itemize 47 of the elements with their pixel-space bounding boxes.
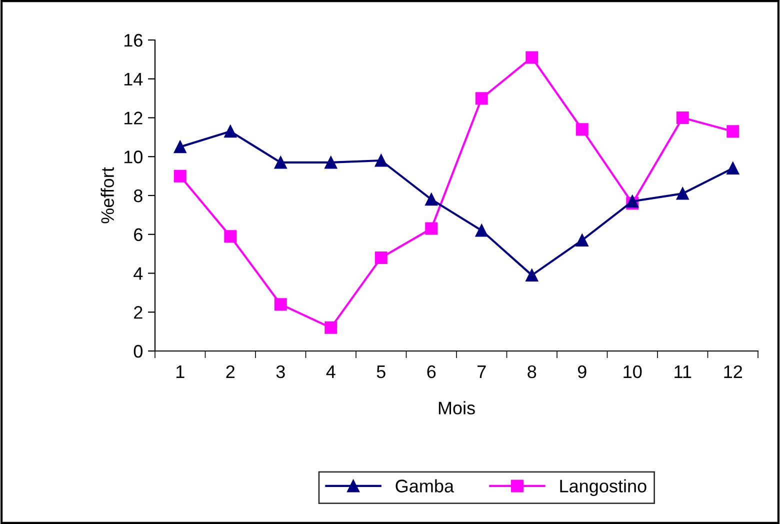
y-tick-label: 0 xyxy=(134,344,142,358)
x-tick-label: 5 xyxy=(376,366,386,378)
point xyxy=(576,234,588,246)
point xyxy=(676,187,689,200)
point xyxy=(726,125,740,138)
point xyxy=(174,170,186,182)
point xyxy=(726,162,740,175)
legend-label: Langostino xyxy=(560,479,646,496)
point xyxy=(526,268,538,282)
y-tick-label: 4 xyxy=(134,267,143,280)
y-tick-label: 16 xyxy=(124,34,142,47)
x-tick-label: 9 xyxy=(578,365,586,378)
point xyxy=(576,123,588,136)
x-tick-label: 3 xyxy=(276,365,285,378)
x-tick-label: 12 xyxy=(724,365,742,378)
point xyxy=(324,156,338,169)
x-tick-label: 11 xyxy=(674,366,692,378)
x-tick-label: 8 xyxy=(528,365,536,378)
y-tick-label: 12 xyxy=(124,112,142,124)
x-tick-label: 4 xyxy=(326,366,336,378)
point xyxy=(324,321,338,334)
y-tick-label: 8 xyxy=(134,189,142,202)
point xyxy=(374,251,388,264)
point xyxy=(425,193,438,206)
point xyxy=(475,224,488,237)
point xyxy=(526,51,538,64)
y-tick-label: 2 xyxy=(134,306,142,319)
x-axis-title: Mois xyxy=(438,401,475,414)
point xyxy=(374,154,388,167)
point xyxy=(224,125,237,138)
point xyxy=(425,222,438,235)
x-tick-label: 6 xyxy=(427,365,436,378)
point xyxy=(224,230,237,243)
point xyxy=(174,140,186,154)
x-tick-label: 1 xyxy=(176,366,184,378)
x-tick-label: 7 xyxy=(478,366,486,378)
y-tick-label: 14 xyxy=(124,72,143,86)
y-tick-label: 6 xyxy=(134,228,142,242)
x-tick-label: 10 xyxy=(624,365,642,378)
y-tick-label: 10 xyxy=(124,150,142,164)
point xyxy=(274,156,287,169)
point xyxy=(274,298,287,311)
x-tick-label: 2 xyxy=(226,365,234,378)
y-axis-title: %effort xyxy=(100,167,114,224)
point xyxy=(475,92,488,105)
point xyxy=(676,112,689,124)
legend-label: Gamba xyxy=(396,479,454,492)
